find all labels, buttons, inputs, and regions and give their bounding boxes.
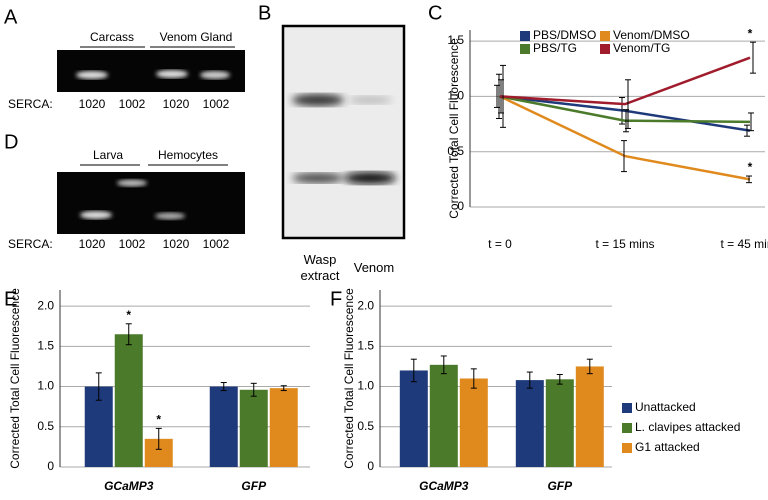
y-tick-label: 0.5 — [357, 419, 374, 433]
line-series — [499, 95, 751, 181]
y-tick-label: 2.0 — [37, 298, 54, 312]
legend-swatch — [520, 31, 530, 41]
blot-band — [344, 172, 396, 184]
legend-label: G1 attacked — [635, 440, 700, 454]
legend-label: Venom/TG — [613, 41, 670, 55]
legend-label: L. clavipes attacked — [635, 420, 740, 434]
significance-mark: * — [748, 26, 753, 40]
gel-group-label: Carcass — [90, 30, 134, 44]
x-tick-label: t = 15 mins — [595, 237, 654, 251]
gel-lane-label: 1020 — [79, 237, 106, 251]
gel-lane-label: 1020 — [163, 237, 190, 251]
gel-lane-label: 1002 — [119, 97, 146, 111]
gel-lane-label: 1020 — [163, 97, 190, 111]
gel-band — [155, 212, 185, 220]
bar — [545, 379, 574, 467]
gel-lane-label: 1020 — [79, 97, 106, 111]
y-tick-label: 1.0 — [37, 379, 54, 393]
y-tick-label: 1.0 — [357, 379, 374, 393]
legend-swatch — [622, 403, 632, 413]
blot-lane-label: Venom — [353, 260, 395, 275]
legend-swatch — [622, 443, 632, 453]
y-axis-label: Corrected Total Cell Fluorescence — [8, 288, 22, 469]
panel-letter: A — [4, 6, 18, 28]
y-axis-label: Corrected Total Cell Fluorescence — [447, 38, 461, 219]
blot-lane-label: Wasp extract — [300, 252, 340, 283]
legend-label: Venom/DMSO — [613, 28, 690, 42]
x-tick-label: t = 45 mins — [720, 237, 768, 251]
gel-row-label: SERCA: — [8, 237, 53, 251]
bar — [209, 386, 238, 467]
legend-label: Unattacked — [635, 400, 696, 414]
y-tick-label: 0.5 — [37, 419, 54, 433]
line-series — [499, 56, 751, 106]
bar — [429, 364, 458, 467]
legend-swatch — [600, 44, 610, 54]
gel-image — [57, 50, 245, 92]
significance-mark: * — [156, 413, 161, 427]
y-tick-label: 0 — [47, 459, 54, 473]
y-tick-label: 1.5 — [357, 338, 374, 352]
bar — [239, 389, 268, 467]
legend-swatch — [622, 423, 632, 433]
blot-band — [348, 96, 392, 104]
panel-letter: E — [4, 288, 17, 310]
y-tick-label: 0 — [367, 459, 374, 473]
y-tick-label: 1.5 — [447, 33, 464, 47]
gel-image — [57, 172, 245, 234]
gel-lane-label: 1002 — [203, 97, 230, 111]
line-series — [499, 95, 751, 132]
legend-swatch — [520, 44, 530, 54]
gel-lane-label: 1002 — [119, 237, 146, 251]
panel-letter: B — [258, 2, 271, 24]
gel-group-label: Venom Gland — [160, 30, 233, 44]
gel-row-label: SERCA: — [8, 97, 53, 111]
gel-band — [117, 179, 147, 187]
bar — [515, 380, 544, 467]
gel-group-label: Larva — [93, 148, 123, 162]
y-tick-label: 0 — [457, 199, 464, 213]
panel-letter: F — [330, 288, 342, 310]
x-tick-label: GCaMP3 — [419, 479, 469, 493]
gel-band — [76, 71, 108, 79]
y-axis-label: Corrected Total Cell Fluorescence — [342, 288, 356, 469]
x-tick-label: t = 0 — [488, 237, 512, 251]
x-tick-label: GFP — [547, 479, 573, 493]
legend-swatch — [600, 31, 610, 41]
significance-mark: * — [126, 308, 131, 322]
y-tick-label: 1.0 — [447, 89, 464, 103]
panel-letter: D — [4, 131, 18, 153]
panel-letter: C — [428, 2, 442, 24]
blot-band — [292, 173, 344, 183]
x-tick-label: GFP — [241, 479, 267, 493]
blot-image — [281, 24, 406, 240]
bar — [399, 370, 428, 467]
line-series — [499, 95, 751, 124]
bar — [575, 366, 604, 467]
legend-label: PBS/DMSO — [533, 28, 596, 42]
significance-mark: * — [748, 160, 753, 174]
gel-band — [156, 70, 188, 78]
x-tick-label: GCaMP3 — [104, 479, 154, 493]
gel-band — [200, 71, 230, 79]
bar — [114, 334, 143, 467]
bar — [459, 378, 488, 467]
bar — [269, 388, 298, 467]
y-tick-label: 0.5 — [447, 144, 464, 158]
gel-band — [80, 211, 112, 219]
blot-band — [292, 94, 344, 106]
y-tick-label: 1.5 — [37, 338, 54, 352]
gel-group-label: Hemocytes — [158, 148, 218, 162]
y-tick-label: 2.0 — [357, 298, 374, 312]
legend-label: PBS/TG — [533, 41, 577, 55]
gel-lane-label: 1002 — [203, 237, 230, 251]
